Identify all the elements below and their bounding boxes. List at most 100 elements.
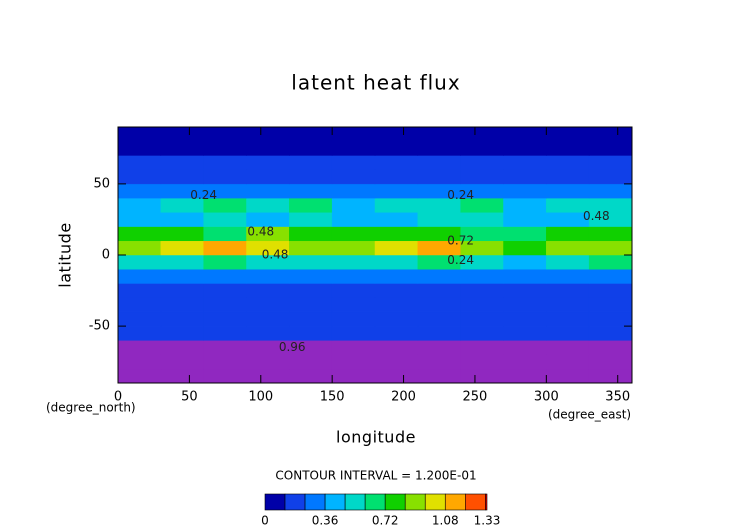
contour-cell — [160, 368, 204, 384]
contour-cell — [546, 354, 590, 370]
contour-cell — [374, 368, 419, 384]
contour-cell — [203, 212, 247, 227]
contour-cell — [588, 311, 633, 327]
colorbar-cell — [344, 493, 366, 511]
contour-cell — [374, 140, 419, 156]
contour-cell — [503, 240, 547, 256]
contour-cell — [117, 325, 162, 341]
contour-cell — [503, 354, 547, 370]
y-unit: (degree_north) — [46, 401, 136, 415]
colorbar-tick-label: 1.08 — [432, 514, 459, 528]
contour-cell — [374, 311, 419, 327]
contour-cell — [588, 183, 633, 199]
contour-cell — [460, 169, 504, 185]
contour-cell — [289, 268, 333, 284]
contour-cell — [374, 226, 419, 242]
contour-cell — [289, 354, 333, 370]
contour-cell — [203, 240, 247, 256]
contour-cell — [117, 297, 162, 313]
x-tick-label: 200 — [391, 390, 416, 405]
contour-cell — [203, 325, 247, 341]
contour-cell — [117, 368, 162, 384]
contour-cell — [417, 354, 461, 370]
contour-cell — [503, 254, 547, 270]
contour-cell — [331, 212, 376, 227]
contour-cell — [588, 140, 633, 156]
contour-cell — [588, 268, 633, 284]
contour-cell — [117, 126, 162, 142]
contour-cell — [160, 311, 204, 327]
y-tick-label: 50 — [93, 176, 110, 191]
contour-cell — [546, 297, 590, 313]
contour-cell — [374, 297, 419, 313]
contour-cell — [460, 297, 504, 313]
colorbar-cell — [404, 493, 426, 511]
contour-cell — [246, 297, 290, 313]
contour-cell — [117, 268, 162, 284]
contour-cell — [588, 155, 633, 170]
colorbar-tick-label: 0 — [261, 514, 269, 528]
contour-cell — [331, 126, 376, 142]
contour-cell — [160, 140, 204, 156]
contour-cell — [289, 254, 333, 270]
contour-cell — [588, 126, 633, 142]
contour-cell — [203, 140, 247, 156]
contour-label: 0.72 — [447, 233, 474, 247]
contour-cell — [588, 254, 633, 270]
contour-cell — [503, 169, 547, 185]
contour-cell — [246, 183, 290, 199]
contour-cell — [374, 197, 419, 213]
contour-cell — [203, 126, 247, 142]
contour-cell — [374, 254, 419, 270]
contour-cell — [588, 226, 633, 242]
contour-cell — [374, 240, 419, 256]
contour-cell — [374, 354, 419, 370]
contour-cell — [246, 368, 290, 384]
contour-cell — [203, 354, 247, 370]
contour-cell — [117, 183, 162, 199]
contour-cell — [160, 169, 204, 185]
contour-cell — [289, 325, 333, 341]
contour-cell — [460, 354, 504, 370]
contour-cell — [331, 340, 376, 355]
contour-cell — [331, 183, 376, 199]
contour-cell — [289, 226, 333, 242]
contour-cell — [546, 268, 590, 284]
contour-label: 0.48 — [262, 248, 289, 262]
contour-cell — [160, 126, 204, 142]
contour-label: 0.48 — [247, 225, 274, 239]
contour-interval: CONTOUR INTERVAL = 1.200E-01 — [275, 469, 476, 483]
contour-cell — [246, 155, 290, 170]
contour-cell — [417, 268, 461, 284]
chart-title: latent heat flux — [291, 71, 460, 95]
contour-cell — [417, 169, 461, 185]
contour-cell — [503, 183, 547, 199]
contour-cell — [331, 311, 376, 327]
contour-cell — [246, 325, 290, 341]
contour-cell — [203, 254, 247, 270]
colorbar-cell — [364, 493, 386, 511]
contour-label: 0.24 — [190, 188, 217, 202]
contour-label: 0.96 — [279, 340, 306, 354]
contour-cell — [417, 140, 461, 156]
contour-cell — [117, 155, 162, 170]
colorbar-cell — [304, 493, 326, 511]
contour-cell — [246, 140, 290, 156]
contour-cell — [160, 155, 204, 170]
contour-cell — [331, 283, 376, 298]
x-tick-label: 350 — [605, 390, 630, 405]
contour-cell — [160, 240, 204, 256]
contour-cell — [117, 340, 162, 355]
contour-cell — [460, 368, 504, 384]
contour-cell — [417, 340, 461, 355]
colorbar-tick-label: 0.36 — [312, 514, 339, 528]
contour-cell — [246, 311, 290, 327]
contour-cell — [503, 140, 547, 156]
contour-cell — [289, 368, 333, 384]
contour-cell — [203, 311, 247, 327]
contour-cell — [417, 126, 461, 142]
contour-cell — [503, 368, 547, 384]
contour-cell — [160, 354, 204, 370]
contour-cell — [460, 283, 504, 298]
contour-label: 0.24 — [447, 188, 474, 202]
